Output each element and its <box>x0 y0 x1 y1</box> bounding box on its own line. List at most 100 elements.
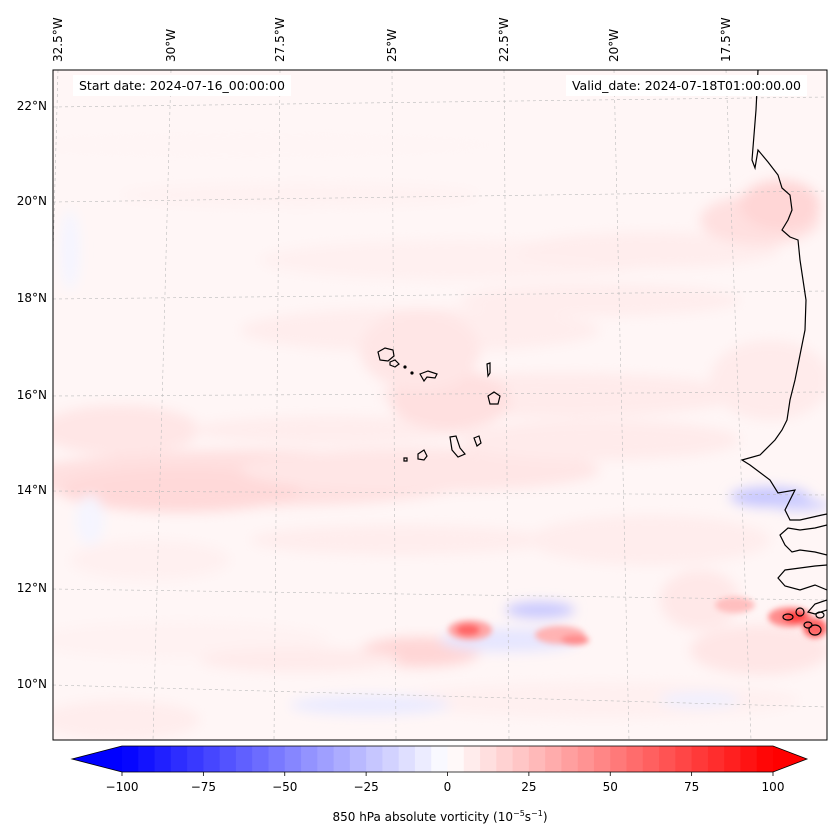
meridian-line <box>152 70 172 740</box>
colorbar-segment <box>756 746 774 772</box>
positive-vorticity-area <box>53 131 500 159</box>
lon-label: 32.5°W <box>51 17 65 62</box>
lat-label: 16°N <box>16 388 47 402</box>
colorbar-segment <box>284 746 302 772</box>
colorbar-segment <box>707 746 725 772</box>
colorbar-segment <box>317 746 335 772</box>
positive-vorticity-area <box>53 405 200 455</box>
positive-vorticity-area <box>60 468 300 512</box>
colorbar-segment <box>480 746 497 772</box>
positive-vorticity-area <box>460 420 740 460</box>
negative-vorticity-area <box>770 499 827 511</box>
negative-vorticity-area <box>290 695 450 715</box>
colorbar-segment <box>431 746 449 772</box>
colorbar-extend-high <box>773 746 807 772</box>
negative-vorticity-area <box>60 210 80 290</box>
lat-label: 14°N <box>16 483 47 497</box>
colorbar-segment <box>122 746 139 772</box>
positive-vorticity-area <box>70 540 230 580</box>
positive-vorticity-area <box>400 682 800 718</box>
colorbar-segment <box>382 746 400 772</box>
colorbar-segment <box>170 746 188 772</box>
colorbar-segment <box>610 746 628 772</box>
colorbar-segment <box>447 746 465 772</box>
coastlines <box>377 70 827 636</box>
colorbar-segment <box>301 746 318 772</box>
cape-verde-island <box>473 435 482 447</box>
vorticity-maximum <box>456 624 480 636</box>
colorbar-segment <box>593 746 611 772</box>
colorbar-segment <box>333 746 351 772</box>
colorbar-label: 850 hPa absolute vorticity (10−5s−1) <box>0 809 837 824</box>
guinea-bissau-coastline <box>777 564 827 591</box>
bijagos-island <box>815 611 825 619</box>
colorbar-segment <box>545 746 563 772</box>
positive-vorticity-area <box>710 340 827 420</box>
vorticity-maximum <box>715 597 755 613</box>
colorbar-tick-label: 75 <box>683 780 700 794</box>
colorbar-segment <box>675 746 693 772</box>
bijagos-island <box>808 624 822 636</box>
bijagos-island <box>782 613 794 621</box>
colorbar-segment <box>203 746 221 772</box>
colorbar-segment <box>349 746 367 772</box>
positive-vorticity-area <box>120 183 480 207</box>
vorticity-blobs <box>53 131 827 740</box>
positive-vorticity-area <box>740 180 820 230</box>
positive-vorticity-area <box>360 310 480 390</box>
map-field <box>53 70 827 740</box>
positive-vorticity-area <box>190 416 470 444</box>
negative-vorticity-area <box>505 602 575 618</box>
positive-vorticity-area <box>200 648 400 672</box>
colorbar <box>70 745 809 776</box>
colorbar-unit-s: s <box>524 810 532 824</box>
colorbar-segment <box>414 746 432 772</box>
colorbar-segment <box>626 746 644 772</box>
meridian-line <box>391 70 397 740</box>
bijagos-island <box>803 621 813 629</box>
positive-vorticity-area <box>690 625 827 675</box>
colorbar-tick-label: −25 <box>353 780 379 794</box>
colorbar-exp1: −5 <box>512 809 525 818</box>
colorbar-segment <box>496 746 514 772</box>
positive-vorticity-area <box>53 700 200 740</box>
valid-date-label: Valid_date: 2024-07-18T01:00:00.00 <box>565 75 807 96</box>
lat-label: 18°N <box>16 291 47 305</box>
lon-label: 25°W <box>385 28 399 62</box>
colorbar-label-end: ) <box>542 810 548 824</box>
colorbar-tick-label: −75 <box>190 780 217 794</box>
cape-verde-island <box>449 435 466 458</box>
negative-vorticity-area <box>76 495 104 545</box>
cape-verde-islet <box>410 371 414 375</box>
start-date-label: Start date: 2024-07-16_00:00:00 <box>73 75 291 96</box>
lat-label: 20°N <box>16 194 47 208</box>
colorbar-segment <box>561 746 579 772</box>
colorbar-segment <box>235 746 253 772</box>
colorbar-tick-label: 25 <box>521 780 537 794</box>
colorbar-tick-label: 0 <box>443 780 452 794</box>
lon-label: 20°W <box>607 28 621 62</box>
colorbar-segment <box>740 746 758 772</box>
lon-label: 17.5°W <box>719 17 733 62</box>
colorbar-segment <box>463 746 481 772</box>
colorbar-label-text: 850 hPa absolute vorticity (10 <box>332 810 513 824</box>
cape-verde-island <box>417 449 428 461</box>
meridian-line <box>503 70 510 740</box>
colorbar-tick-label: −100 <box>105 780 139 794</box>
colorbar-extend-low <box>72 746 122 772</box>
cape-verde-islet <box>403 365 407 369</box>
cape-verde-island <box>487 391 501 405</box>
colorbar-segment <box>691 746 709 772</box>
cape-verde-island <box>403 457 408 462</box>
cape-verde-island <box>377 347 395 362</box>
colorbar-segment <box>512 746 530 772</box>
negative-vorticity-area <box>660 692 740 708</box>
colorbar-tick-label: −50 <box>272 780 298 794</box>
lon-label: 30°W <box>164 28 178 62</box>
colorbar-segment <box>138 746 156 772</box>
positive-vorticity-area <box>520 232 780 268</box>
vorticity-maximum <box>803 618 827 638</box>
lon-label: 27.5°W <box>273 17 287 62</box>
meridian-line <box>725 70 752 740</box>
lat-label: 22°N <box>16 99 47 113</box>
